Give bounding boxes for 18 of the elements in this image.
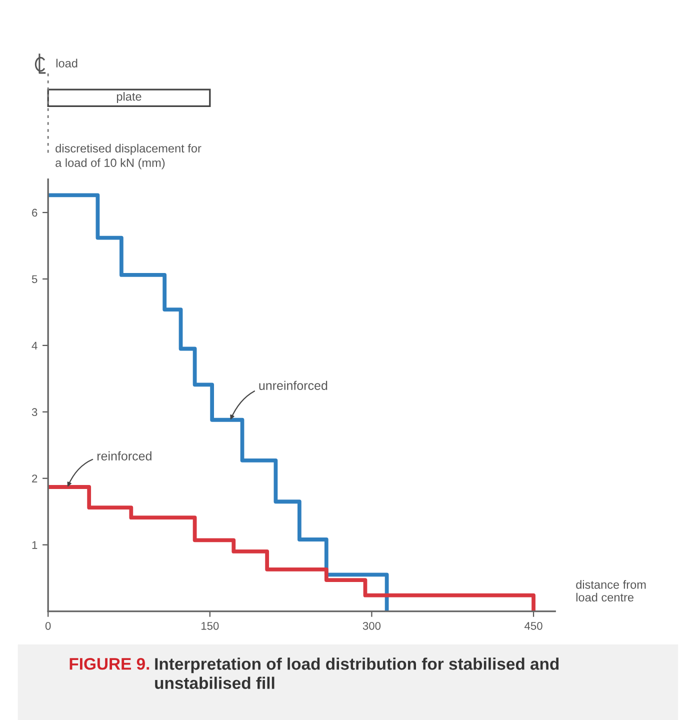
annotation: reinforced: [97, 451, 152, 460]
y-tick-label: 4: [32, 342, 38, 350]
y-axis-title: discretised displacement for a load of 10 kN (mm): [56, 144, 202, 170]
y-tick-label: 3: [32, 408, 38, 416]
text: plate: [116, 92, 142, 104]
text: Interpretation of load distribution for stabilised and unstabilised fill: [155, 658, 559, 689]
x-tick-label: 450: [524, 622, 542, 630]
text: load: [56, 58, 78, 68]
x-tick-label: 150: [201, 622, 219, 630]
y-tick-label: 1: [32, 541, 38, 549]
x-tick-label: 0: [45, 622, 51, 630]
x-axis-title: distance from load centre: [576, 580, 646, 602]
y-tick-label: 2: [32, 474, 38, 482]
text: FIGURE 9.: [70, 658, 150, 670]
annotation: unreinforced: [259, 380, 328, 390]
y-tick-label: 6: [32, 208, 38, 217]
x-tick-label: 300: [362, 622, 381, 630]
y-tick-label: 5: [32, 275, 38, 284]
